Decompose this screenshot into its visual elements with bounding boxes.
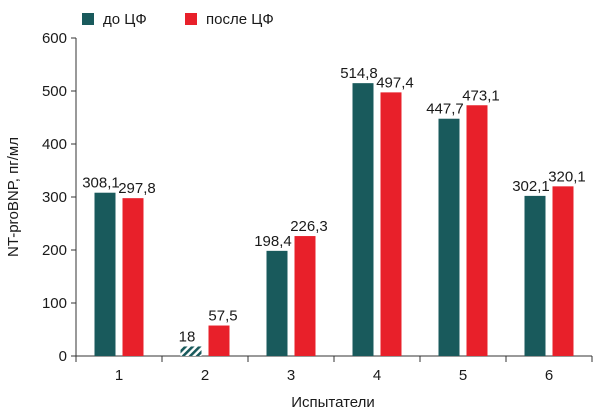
value-label-series-1-cat-2: 18 <box>179 328 196 345</box>
bars <box>94 83 574 357</box>
bar-series-1-cat-5 <box>438 118 460 357</box>
legend: до ЦФ после ЦФ <box>82 11 274 28</box>
bar-series-1-cat-6 <box>524 195 546 356</box>
y-tick-label: 100 <box>42 295 67 312</box>
x-tick-label: 4 <box>373 367 381 384</box>
bar-series-1-cat-3 <box>266 250 288 356</box>
bar-series-2-cat-6 <box>552 186 574 356</box>
y-tick-label: 600 <box>42 30 67 47</box>
y-tick-label: 300 <box>42 189 67 206</box>
x-tick-label: 2 <box>201 367 209 384</box>
legend-swatch-series-1 <box>82 13 94 25</box>
bar-series-1-cat-4 <box>352 83 374 356</box>
value-label-series-2-cat-2: 57,5 <box>208 308 237 325</box>
value-label-series-1-cat-6: 302,1 <box>512 178 550 195</box>
legend-label-series-1: до ЦФ <box>103 11 147 28</box>
x-tick-label: 3 <box>287 367 295 384</box>
bar-series-2-cat-2 <box>208 325 230 356</box>
value-label-series-1-cat-1: 308,1 <box>82 175 120 192</box>
bar-series-1-cat-2 <box>180 346 202 356</box>
y-tick-label: 400 <box>42 136 67 153</box>
bar-series-2-cat-3 <box>294 236 316 356</box>
x-tick-label: 1 <box>115 367 123 384</box>
x-tick-label: 6 <box>545 367 553 384</box>
value-label-series-1-cat-3: 198,4 <box>254 233 292 250</box>
x-axis-ticks: 1 2 3 4 5 6 <box>75 356 593 384</box>
legend-swatch-series-2 <box>185 13 197 25</box>
value-label-series-2-cat-6: 320,1 <box>548 168 586 185</box>
legend-label-series-2: после ЦФ <box>206 11 274 28</box>
x-tick-label: 5 <box>459 367 467 384</box>
bar-series-2-cat-4 <box>380 92 402 357</box>
value-label-series-2-cat-5: 473,1 <box>462 87 500 104</box>
y-axis-title: NT-proBNP, пг/мл <box>5 137 22 257</box>
value-label-series-2-cat-3: 226,3 <box>290 218 328 235</box>
bar-series-2-cat-5 <box>466 105 488 357</box>
bar-series-2-cat-1 <box>122 198 144 356</box>
y-tick-label: 0 <box>59 348 67 365</box>
y-axis-ticks: 0 100 200 300 400 500 600 <box>42 30 76 365</box>
value-label-series-1-cat-4: 514,8 <box>340 65 378 82</box>
value-label-series-2-cat-1: 297,8 <box>118 180 156 197</box>
y-tick-label: 500 <box>42 83 67 100</box>
y-tick-label: 200 <box>42 242 67 259</box>
value-label-series-2-cat-4: 497,4 <box>376 74 414 91</box>
bar-series-1-cat-1 <box>94 192 116 356</box>
x-axis-title: Испытатели <box>291 394 375 411</box>
value-label-series-1-cat-5: 447,7 <box>426 101 464 118</box>
